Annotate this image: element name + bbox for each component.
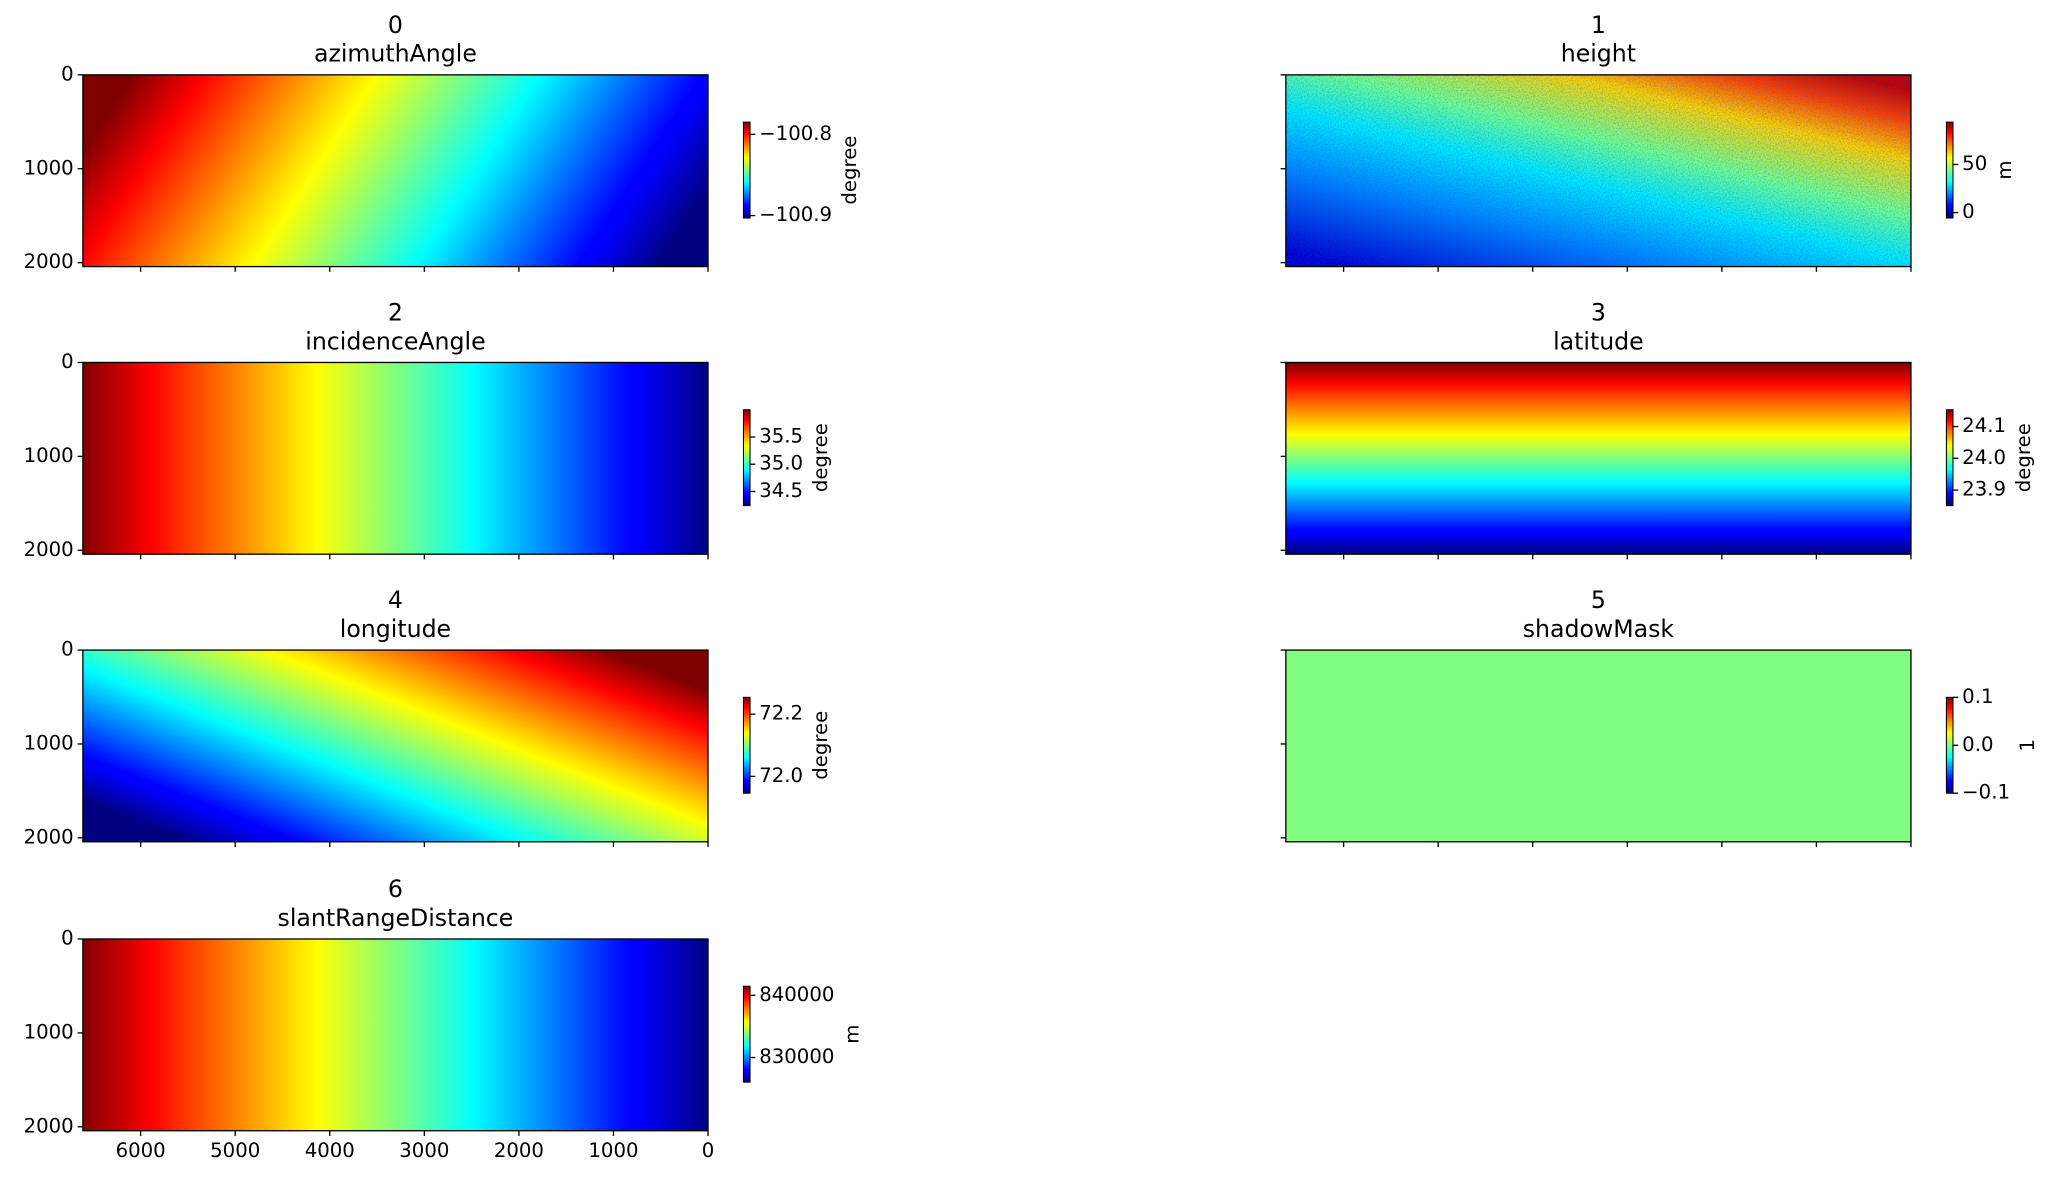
x-tick-label: 1000 [588, 1139, 638, 1162]
colorbar-tick-label: 840000 [759, 983, 834, 1006]
y-tick-label: 2000 [24, 825, 74, 848]
colorbar [742, 409, 751, 507]
colorbar-tick-label: 34.5 [759, 479, 803, 502]
panel-title: 2 [388, 298, 403, 326]
heatmap-image [82, 74, 709, 267]
colorbar-tick-label: 0 [1962, 200, 1975, 223]
axes-frame [1285, 361, 1912, 555]
colorbar-tick-label: 24.0 [1962, 446, 2006, 469]
colorbar-label: 1 [2016, 739, 2039, 752]
colorbar-tick-label: 0.1 [1962, 685, 1993, 708]
panel-subtitle: azimuthAngle [314, 40, 477, 68]
heatmap-image [1285, 650, 1911, 842]
colorbar-label: degree [838, 136, 861, 205]
colorbar [742, 121, 751, 219]
colorbar-tick-label: 35.0 [759, 452, 803, 475]
colorbar-label: m [840, 1025, 863, 1044]
heatmap-image [82, 938, 709, 1131]
x-tick-label: 3000 [399, 1139, 449, 1162]
colorbar-label: m [1993, 160, 2016, 179]
x-tick-label: 5000 [210, 1139, 260, 1162]
heatmap-image [82, 650, 709, 842]
panel-title: 6 [388, 875, 403, 903]
heatmap-image [1285, 362, 1911, 555]
panel-title: 0 [388, 11, 403, 39]
colorbar-tick-label: 830000 [759, 1045, 834, 1068]
colorbar [1945, 409, 1954, 507]
colorbar-tick-label: 24.1 [1962, 414, 2006, 437]
colorbar-tick-label: −100.8 [759, 122, 832, 145]
y-tick-label: 0 [61, 638, 74, 661]
panel-title: 1 [1591, 11, 1606, 39]
heatmap-image [82, 362, 709, 555]
y-tick-label: 0 [61, 926, 74, 949]
axes-frame [1285, 74, 1912, 268]
axes-frame [82, 938, 709, 1132]
y-tick-label: 2000 [24, 1114, 74, 1137]
panel-subtitle: incidenceAngle [305, 327, 485, 355]
y-tick-label: 0 [61, 350, 74, 373]
y-tick-label: 1000 [24, 1020, 74, 1043]
panel-title: 5 [1591, 586, 1606, 614]
colorbar [1945, 121, 1954, 219]
panel-subtitle: slantRangeDistance [278, 904, 514, 932]
colorbar [1945, 696, 1954, 794]
y-tick-label: 1000 [24, 156, 74, 179]
y-tick-label: 1000 [24, 731, 74, 754]
x-tick-label: 2000 [494, 1139, 544, 1162]
y-tick-label: 1000 [24, 444, 74, 467]
colorbar-tick-label: 23.9 [1962, 478, 2006, 501]
colorbar-tick-label: −0.1 [1962, 781, 2010, 804]
panel-title: 3 [1591, 298, 1606, 326]
y-tick-label: 0 [61, 62, 74, 85]
colorbar-label: degree [2012, 423, 2035, 492]
panel-subtitle: longitude [340, 615, 451, 643]
colorbar-tick-label: 72.0 [759, 764, 803, 787]
axes-frame [1285, 649, 1912, 843]
heatmap-texture [1285, 74, 1911, 267]
axes-frame [82, 361, 709, 555]
colorbar-label: degree [809, 423, 832, 492]
colorbar [742, 696, 751, 794]
x-tick-label: 4000 [305, 1139, 355, 1162]
colorbar-tick-label: 35.5 [759, 424, 803, 447]
colorbar-label: degree [809, 711, 832, 780]
panel-subtitle: latitude [1553, 327, 1644, 355]
axes-frame [82, 649, 709, 843]
panel-title: 4 [388, 586, 403, 614]
panel-subtitle: shadowMask [1523, 615, 1675, 643]
colorbar-tick-label: −100.9 [759, 203, 832, 226]
y-tick-label: 2000 [24, 250, 74, 273]
colorbar [742, 985, 751, 1083]
x-tick-label: 6000 [116, 1139, 166, 1162]
colorbar-tick-label: 50 [1962, 152, 1987, 175]
colorbar-tick-label: 72.2 [759, 702, 803, 725]
x-tick-label: 0 [702, 1139, 715, 1162]
colorbar-tick-label: 0.0 [1962, 733, 1993, 756]
axes-frame [82, 74, 709, 268]
y-tick-label: 2000 [24, 538, 74, 561]
panel-subtitle: height [1561, 40, 1636, 68]
